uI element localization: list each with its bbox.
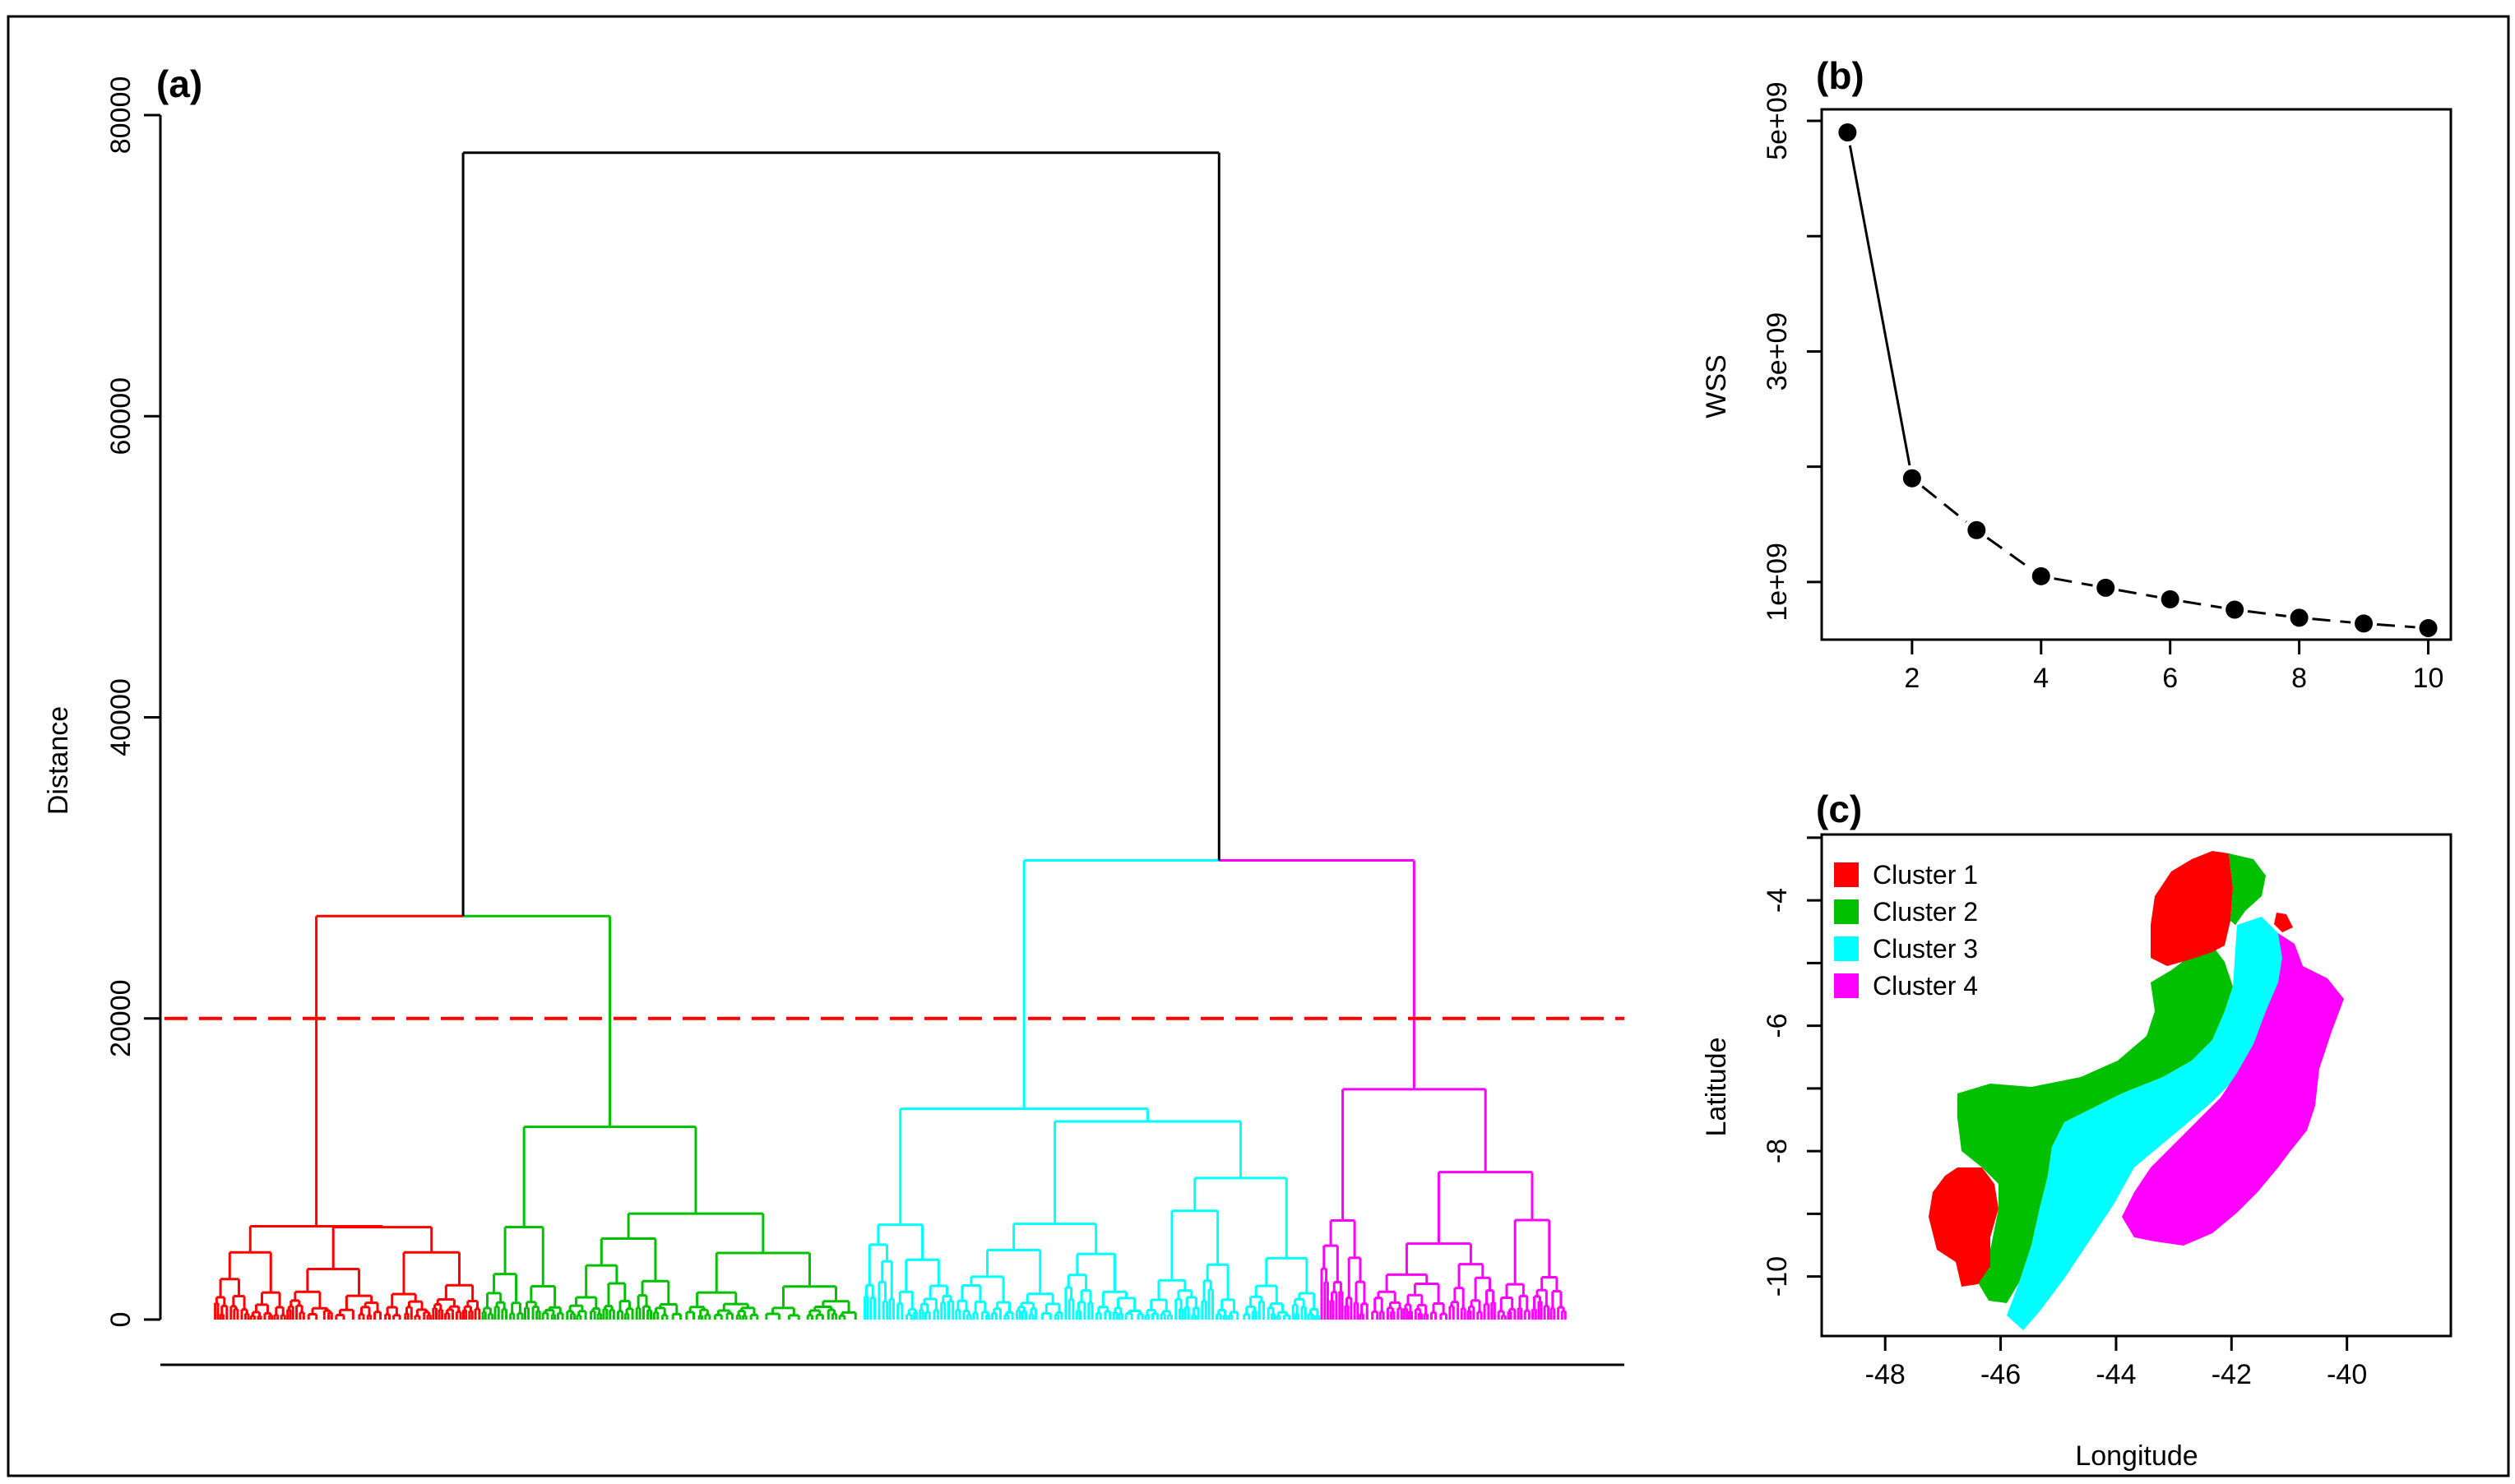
wss-points: [1838, 123, 2438, 637]
wss-segment: [2312, 617, 2351, 624]
panel-c: (c) -48 -46 -44 -42 -40-4-6-8-10 Cluster 1Cl…: [1701, 788, 2452, 1472]
x-tick-label: -40: [2327, 1359, 2367, 1390]
panel-b: (b) 2 4 6 8 10 1e+09 3e+09 5e+09 WSS: [1701, 54, 2452, 694]
panel-a: (a) 0 20000 40000 60000 80000 Distance: [43, 62, 1624, 1366]
y-tick-label: 40000: [105, 678, 137, 756]
legend-swatch: [1834, 936, 1859, 961]
legend: Cluster 1 Cluster 2 Cluster 3 Cluster 4: [1834, 860, 1978, 1001]
wss-line: [1848, 145, 2415, 629]
map-region-cluster-1: [1929, 1167, 1999, 1287]
wss-point: [1902, 469, 1921, 488]
panel-c-axes: -48 -46 -44 -42 -40 -4 -6 -8 -10: [1762, 836, 2367, 1390]
wss-segment: [2376, 623, 2415, 629]
cluster-map: [1929, 851, 2344, 1330]
panel-b-label: (b): [1816, 54, 1864, 97]
panel-c-y-axis-label: Latitude: [1701, 1038, 1732, 1137]
wss-segment: [1848, 145, 1911, 466]
x-tick-label: 10: [2413, 663, 2444, 694]
panel-a-label: (a): [156, 62, 202, 105]
legend-swatch: [1834, 973, 1859, 998]
wss-point: [2161, 589, 2179, 608]
y-tick-label: 60000: [105, 377, 137, 455]
y-tick-label: 20000: [105, 979, 137, 1057]
x-tick-label: -46: [1980, 1359, 2021, 1390]
wss-segment: [2183, 599, 2222, 609]
wss-point: [2290, 608, 2309, 627]
wss-point: [2419, 618, 2438, 637]
wss-point: [2355, 614, 2374, 633]
map-region-cluster-2: [1957, 945, 2233, 1303]
map-region-cluster-1-ne: [2274, 913, 2293, 932]
panel-b-y-axis-label: WSS: [1701, 354, 1732, 418]
panel-c-frame: [1820, 833, 2452, 1338]
panel-a-y-ticks: 0 20000 40000 60000 80000: [105, 76, 160, 1328]
y-tick-label: 5e+09: [1762, 81, 1793, 160]
panel-c-label: (c): [1816, 788, 1862, 830]
legend-label: Cluster 1: [1873, 860, 1978, 890]
x-tick-label: 2: [1904, 663, 1920, 694]
legend-label: Cluster 2: [1873, 897, 1978, 927]
dendrogram: [214, 151, 1567, 1320]
legend-label: Cluster 3: [1873, 934, 1978, 964]
y-tick-label: -10: [1762, 1256, 1793, 1297]
x-tick-label: 4: [2033, 663, 2049, 694]
y-tick-label: 80000: [105, 76, 137, 155]
y-tick-label: 3e+09: [1762, 312, 1793, 391]
panel-b-frame: [1820, 108, 2452, 641]
wss-segment: [2054, 577, 2093, 587]
wss-point: [2226, 600, 2244, 619]
wss-segment: [2247, 610, 2286, 617]
map-region-cluster-3: [2007, 917, 2299, 1330]
y-tick-label: 1e+09: [1762, 543, 1793, 622]
x-tick-label: -44: [2096, 1359, 2136, 1390]
wss-point: [1967, 520, 1986, 539]
legend-swatch: [1834, 899, 1859, 924]
map-region-cluster-1-north: [2151, 851, 2233, 966]
wss-point: [2096, 578, 2115, 597]
figure-border: [7, 15, 2510, 1477]
legend-swatch: [1834, 862, 1859, 887]
wss-segment: [1921, 485, 1967, 523]
x-tick-label: 8: [2291, 663, 2307, 694]
map-region-cluster-2-north: [2229, 853, 2266, 925]
x-tick-label: 6: [2162, 663, 2178, 694]
wss-segment: [2118, 589, 2158, 599]
panel-c-x-axis-label: Longitude: [2075, 1440, 2198, 1472]
legend-label: Cluster 4: [1873, 971, 1978, 1001]
y-tick-label: -6: [1762, 1013, 1793, 1038]
panel-b-axes: 2 4 6 8 10 1e+09 3e+09 5e+09: [1762, 81, 2443, 694]
y-tick-label: -4: [1762, 888, 1793, 913]
x-tick-label: -48: [1865, 1359, 1906, 1390]
x-tick-label: -42: [2212, 1359, 2252, 1390]
map-region-cluster-4: [2122, 933, 2344, 1246]
wss-point: [1838, 123, 1857, 142]
wss-segment: [1986, 536, 2031, 570]
panel-a-y-axis-label: Distance: [43, 706, 74, 815]
y-tick-label: -8: [1762, 1139, 1793, 1163]
wss-point: [2031, 566, 2050, 585]
y-tick-label: 0: [105, 1312, 137, 1328]
